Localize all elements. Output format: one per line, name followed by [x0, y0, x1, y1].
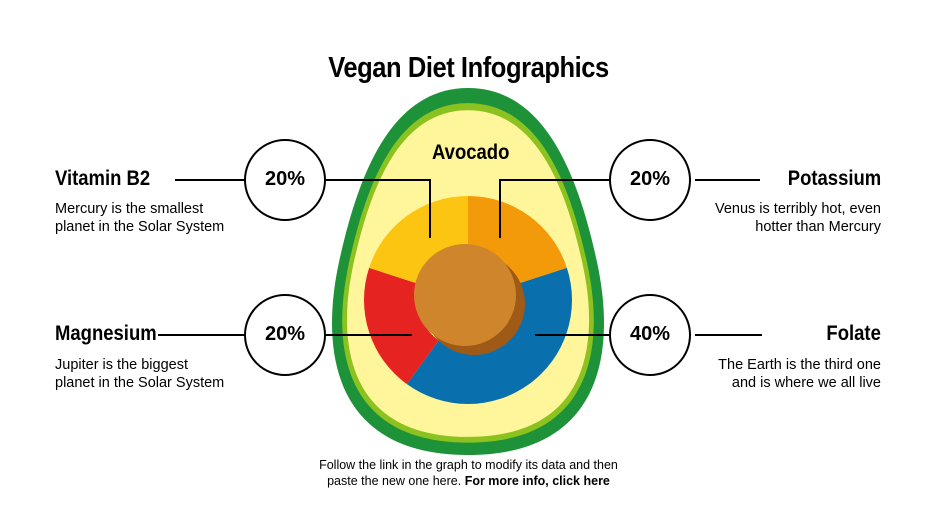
desc-magnesium: Jupiter is the biggest planet in the Sola… — [55, 356, 224, 392]
percent-folate: 40% — [629, 323, 671, 345]
percent-magnesium: 20% — [264, 323, 306, 345]
desc-line: and is where we all live — [731, 375, 881, 391]
desc-line: Venus is terribly hot, even — [714, 201, 881, 217]
donut-segment-magnesium — [364, 267, 439, 385]
donut-segment-folate — [406, 267, 572, 404]
desc-potassium: Venus is terribly hot, even hotter than M… — [715, 200, 881, 236]
avocado-label: Avocado — [432, 141, 510, 164]
desc-line: hotter than Mercury — [755, 219, 881, 235]
percent-circle-magnesium — [244, 294, 326, 376]
desc-folate: The Earth is the third one and is where w… — [718, 356, 881, 392]
label-magnesium: Magnesium — [55, 322, 157, 345]
desc-line: planet in the Solar System — [55, 375, 225, 391]
percent-potassium: 20% — [629, 168, 671, 190]
label-potassium: Potassium — [787, 167, 881, 190]
desc-line: The Earth is the third one — [718, 357, 881, 373]
page-title: Vegan Diet Infographics — [328, 52, 609, 84]
desc-line: planet in the Solar System — [55, 219, 225, 235]
footer-line: paste the new one here. — [327, 474, 462, 488]
footer-note: Follow the link in the graph to modify i… — [0, 457, 937, 489]
connector-lines — [158, 179, 762, 336]
donut-segment-potassium — [468, 196, 567, 285]
footer-line: Follow the link in the graph to modify i… — [319, 458, 618, 472]
desc-line: Mercury is the smallest — [55, 201, 204, 217]
seed — [414, 244, 516, 346]
more-info-link[interactable]: For more info, click here — [464, 474, 610, 488]
desc-line: Jupiter is the biggest — [55, 357, 188, 373]
donut-segment-vitamin-b2 — [369, 196, 468, 285]
label-vitamin-b2: Vitamin B2 — [55, 167, 151, 190]
percent-circle-folate — [609, 294, 691, 376]
percent-circle-potassium — [609, 139, 691, 221]
label-folate: Folate — [826, 322, 881, 345]
percent-vitamin-b2: 20% — [264, 168, 306, 190]
percent-circle-vitamin-b2 — [244, 139, 326, 221]
desc-vitamin-b2: Mercury is the smallest planet in the Sol… — [55, 200, 224, 236]
